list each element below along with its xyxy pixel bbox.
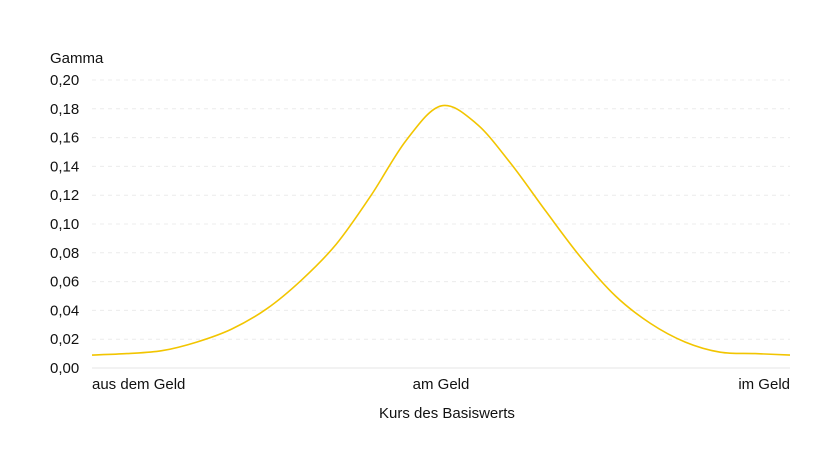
y-tick-label: 0,16 [50, 130, 79, 147]
x-axis-ticks: aus dem Geld am Geld im Geld [92, 376, 790, 393]
y-tick-label: 0,10 [50, 216, 79, 233]
y-tick-label: 0,08 [50, 245, 79, 262]
y-tick-label: 0,04 [50, 302, 79, 319]
y-tick-label: 0,14 [50, 158, 79, 175]
grid [92, 79, 790, 369]
x-axis-label: Kurs des Basiswerts [379, 405, 515, 422]
y-tick-label: 0,00 [50, 360, 79, 377]
x-tick-label: im Geld [738, 376, 790, 393]
y-tick-label: 0,02 [50, 331, 79, 348]
y-tick-label: 0,20 [50, 72, 79, 89]
y-tick-label: 0,18 [50, 101, 79, 118]
gamma-line [91, 104, 791, 356]
y-tick-label: 0,12 [50, 187, 79, 204]
y-tick-label: 0,06 [50, 274, 79, 291]
x-tick-label: am Geld [413, 376, 470, 393]
y-axis-label: Gamma [50, 50, 104, 67]
series-layer [91, 104, 791, 356]
y-axis-ticks: 0,00 0,02 0,04 0,06 0,08 0,10 0,12 0,14 0,16 0,18… [50, 72, 79, 377]
x-tick-label: aus dem Geld [92, 376, 185, 393]
